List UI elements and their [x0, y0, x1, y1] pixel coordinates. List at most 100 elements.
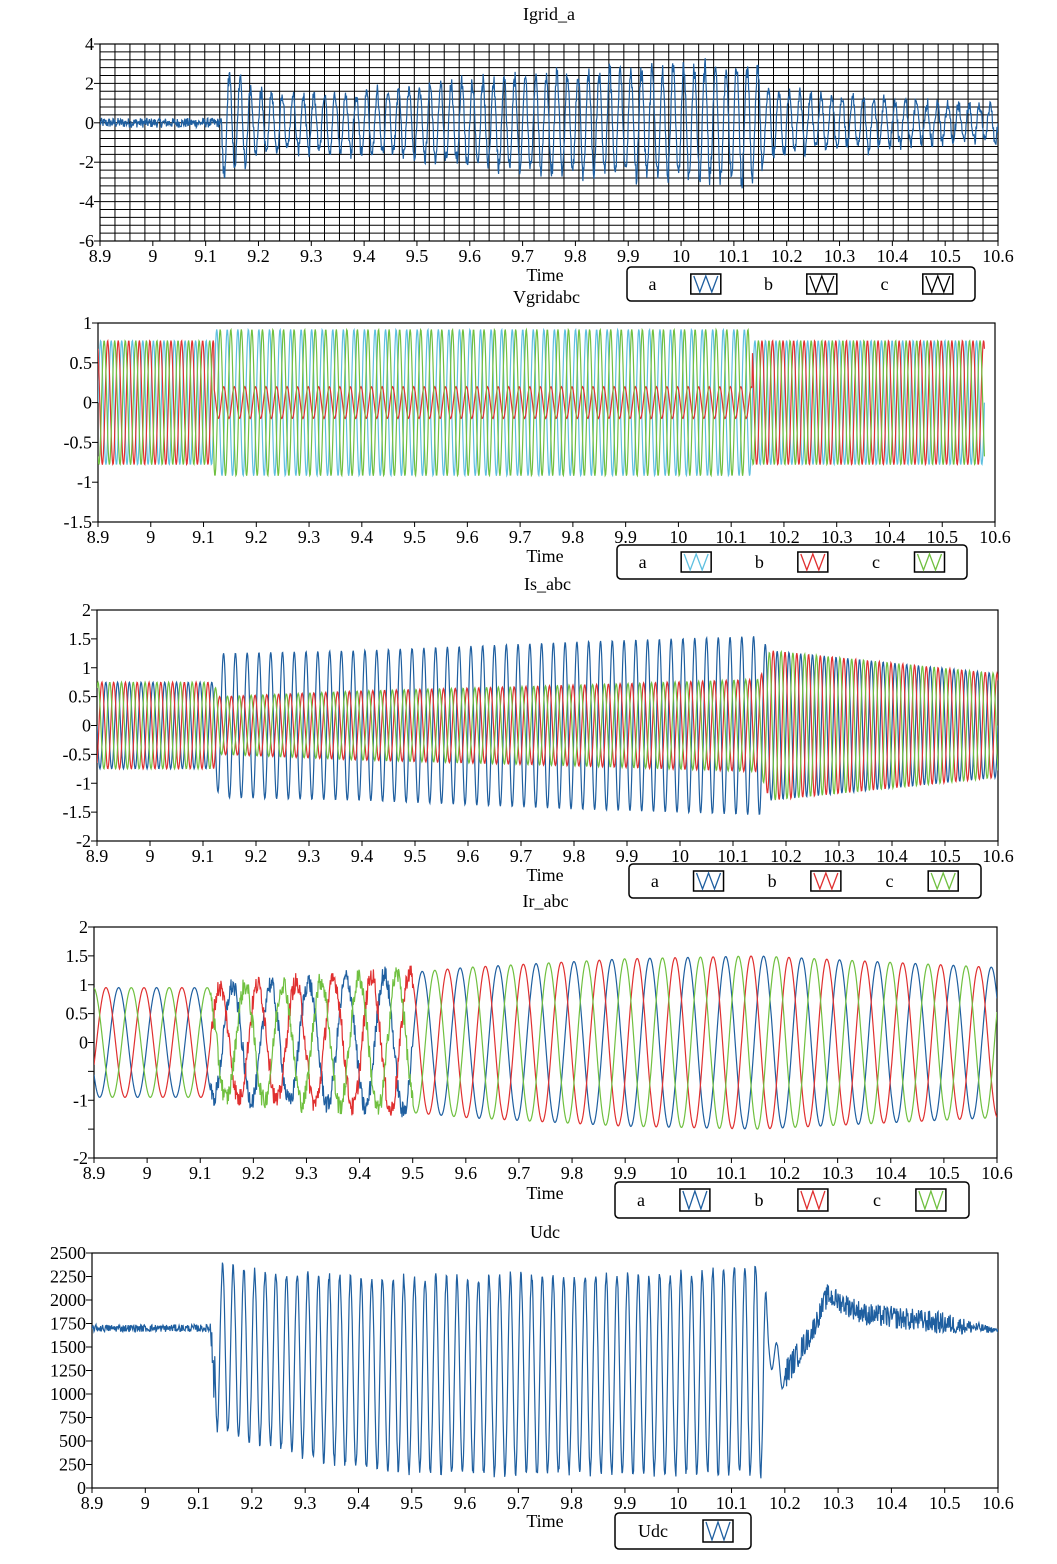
legend: a b c — [628, 863, 982, 899]
y-tick-label: 1000 — [50, 1384, 86, 1404]
x-tick-label: 10 — [672, 246, 690, 266]
legend-label-a: a — [651, 871, 659, 891]
y-tick-label: -0.5 — [64, 432, 93, 452]
x-tick-label: 10.2 — [770, 846, 802, 866]
y-tick-label: -6 — [79, 231, 94, 251]
x-tick-label: 9.8 — [561, 1163, 584, 1183]
y-tick-label: -4 — [79, 192, 94, 212]
legend-swatch-a — [679, 1188, 711, 1212]
x-tick-label: 9.2 — [245, 846, 268, 866]
x-tick-label: 9.2 — [242, 1163, 265, 1183]
legend-swatch-b — [797, 1188, 829, 1212]
chart-panel-1: Igrid_a 4 2 0 -2 -4 -68.9 9 9.1 9.2 9.3 9.4 9.5 9.6 9.… — [79, 4, 1014, 302]
y-tick-label: -0.5 — [63, 744, 92, 764]
x-tick-label: 10.6 — [979, 527, 1011, 547]
series-Udc-line — [92, 1262, 998, 1479]
series-b-line — [94, 955, 997, 1130]
series-c-line — [94, 955, 997, 1130]
y-tick-label: 0 — [79, 1033, 88, 1053]
plot-frame — [99, 43, 999, 242]
x-axis-label: Time — [526, 265, 563, 285]
x-tick-label: 9.7 — [509, 527, 532, 547]
chart-title: Udc — [530, 1222, 560, 1242]
x-tick-label: 9 — [141, 1493, 150, 1513]
legend-label-c: c — [873, 1190, 881, 1210]
x-tick-label: 9.6 — [456, 527, 479, 547]
legend-label-b: b — [754, 1190, 763, 1210]
x-tick-label: 9.5 — [401, 1493, 424, 1513]
chart-title: Igrid_a — [523, 4, 575, 24]
legend-label-c: c — [885, 871, 893, 891]
x-tick-label: 9 — [143, 1163, 152, 1183]
series-c-line — [97, 649, 998, 801]
x-tick-label: 9.8 — [560, 1493, 583, 1513]
legend-swatch-c — [927, 870, 959, 892]
x-tick-label: 9 — [146, 846, 155, 866]
y-tick-label: -1 — [73, 1090, 88, 1110]
y-tick-label: 1 — [82, 658, 91, 678]
y-tick-label: 2500 — [50, 1243, 86, 1263]
legend-label-b: b — [768, 871, 777, 891]
legend-swatch-a — [680, 551, 712, 573]
x-tick-label: 10.4 — [876, 1493, 908, 1513]
x-tick-label: 10.2 — [769, 1163, 801, 1183]
x-axis-label: Time — [526, 546, 563, 566]
x-tick-label: 9.7 — [510, 846, 533, 866]
x-tick-label: 10.6 — [982, 246, 1014, 266]
x-tick-label: 9.6 — [455, 1163, 478, 1183]
x-tick-label: 9.4 — [351, 846, 374, 866]
y-tick-label: 0.5 — [66, 1004, 89, 1024]
x-tick-label: 10.5 — [929, 1493, 961, 1513]
x-tick-label: 9 — [148, 246, 157, 266]
y-tick-label: 1.5 — [66, 946, 89, 966]
chart-title: Ir_abc — [523, 891, 569, 911]
y-tick-label: -1.5 — [64, 512, 93, 532]
x-tick-label: 9.9 — [614, 1493, 637, 1513]
x-tick-label: 10.1 — [715, 527, 747, 547]
chart-title: Vgridabc — [513, 287, 580, 307]
y-tick-label: 500 — [59, 1431, 86, 1451]
y-tick-label: -1.5 — [63, 802, 92, 822]
x-tick-label: 10.6 — [981, 1163, 1013, 1183]
plot-frame — [97, 322, 996, 523]
x-tick-label: 9.5 — [404, 846, 427, 866]
x-tick-label: 10.1 — [716, 1493, 748, 1513]
legend-swatch-a — [692, 870, 725, 892]
legend: a b c — [616, 544, 968, 580]
plot-area — [92, 1262, 998, 1479]
y-tick-label: 2 — [82, 600, 91, 620]
x-tick-label: 9.1 — [192, 527, 215, 547]
y-tick-label: 0 — [77, 1478, 86, 1498]
y-tick-label: 0 — [83, 393, 92, 413]
series-b-line — [98, 339, 985, 467]
x-tick-label: 8.9 — [86, 846, 109, 866]
x-tick-label: 9.7 — [511, 246, 534, 266]
legend-label-c: c — [881, 274, 889, 294]
legend-label-a: a — [649, 274, 657, 294]
y-tick-label: 1.5 — [69, 629, 92, 649]
x-tick-label: 9.4 — [348, 1163, 371, 1183]
legend-label-b: b — [755, 552, 764, 572]
plot-area — [94, 955, 997, 1130]
x-tick-label: 10.2 — [771, 246, 803, 266]
x-tick-label: 9.5 — [401, 1163, 424, 1183]
legend-label-Udc: Udc — [638, 1521, 668, 1541]
legend-swatch-c — [915, 1188, 947, 1212]
x-tick-label: 9.4 — [351, 527, 374, 547]
x-tick-label: 8.9 — [83, 1163, 106, 1183]
series-c-line — [98, 327, 985, 478]
x-tick-label: 10 — [671, 846, 689, 866]
y-tick-label: 0.5 — [69, 687, 92, 707]
y-tick-label: 2 — [85, 73, 94, 93]
legend-swatch-c — [913, 551, 946, 573]
x-tick-label: 10.5 — [928, 1163, 960, 1183]
x-tick-label: 9.8 — [562, 527, 585, 547]
x-tick-label: 8.9 — [89, 246, 112, 266]
x-tick-label: 10.2 — [768, 527, 800, 547]
plot-area — [97, 635, 998, 815]
x-tick-label: 10.4 — [875, 1163, 907, 1183]
x-tick-label: 9.4 — [347, 1493, 370, 1513]
